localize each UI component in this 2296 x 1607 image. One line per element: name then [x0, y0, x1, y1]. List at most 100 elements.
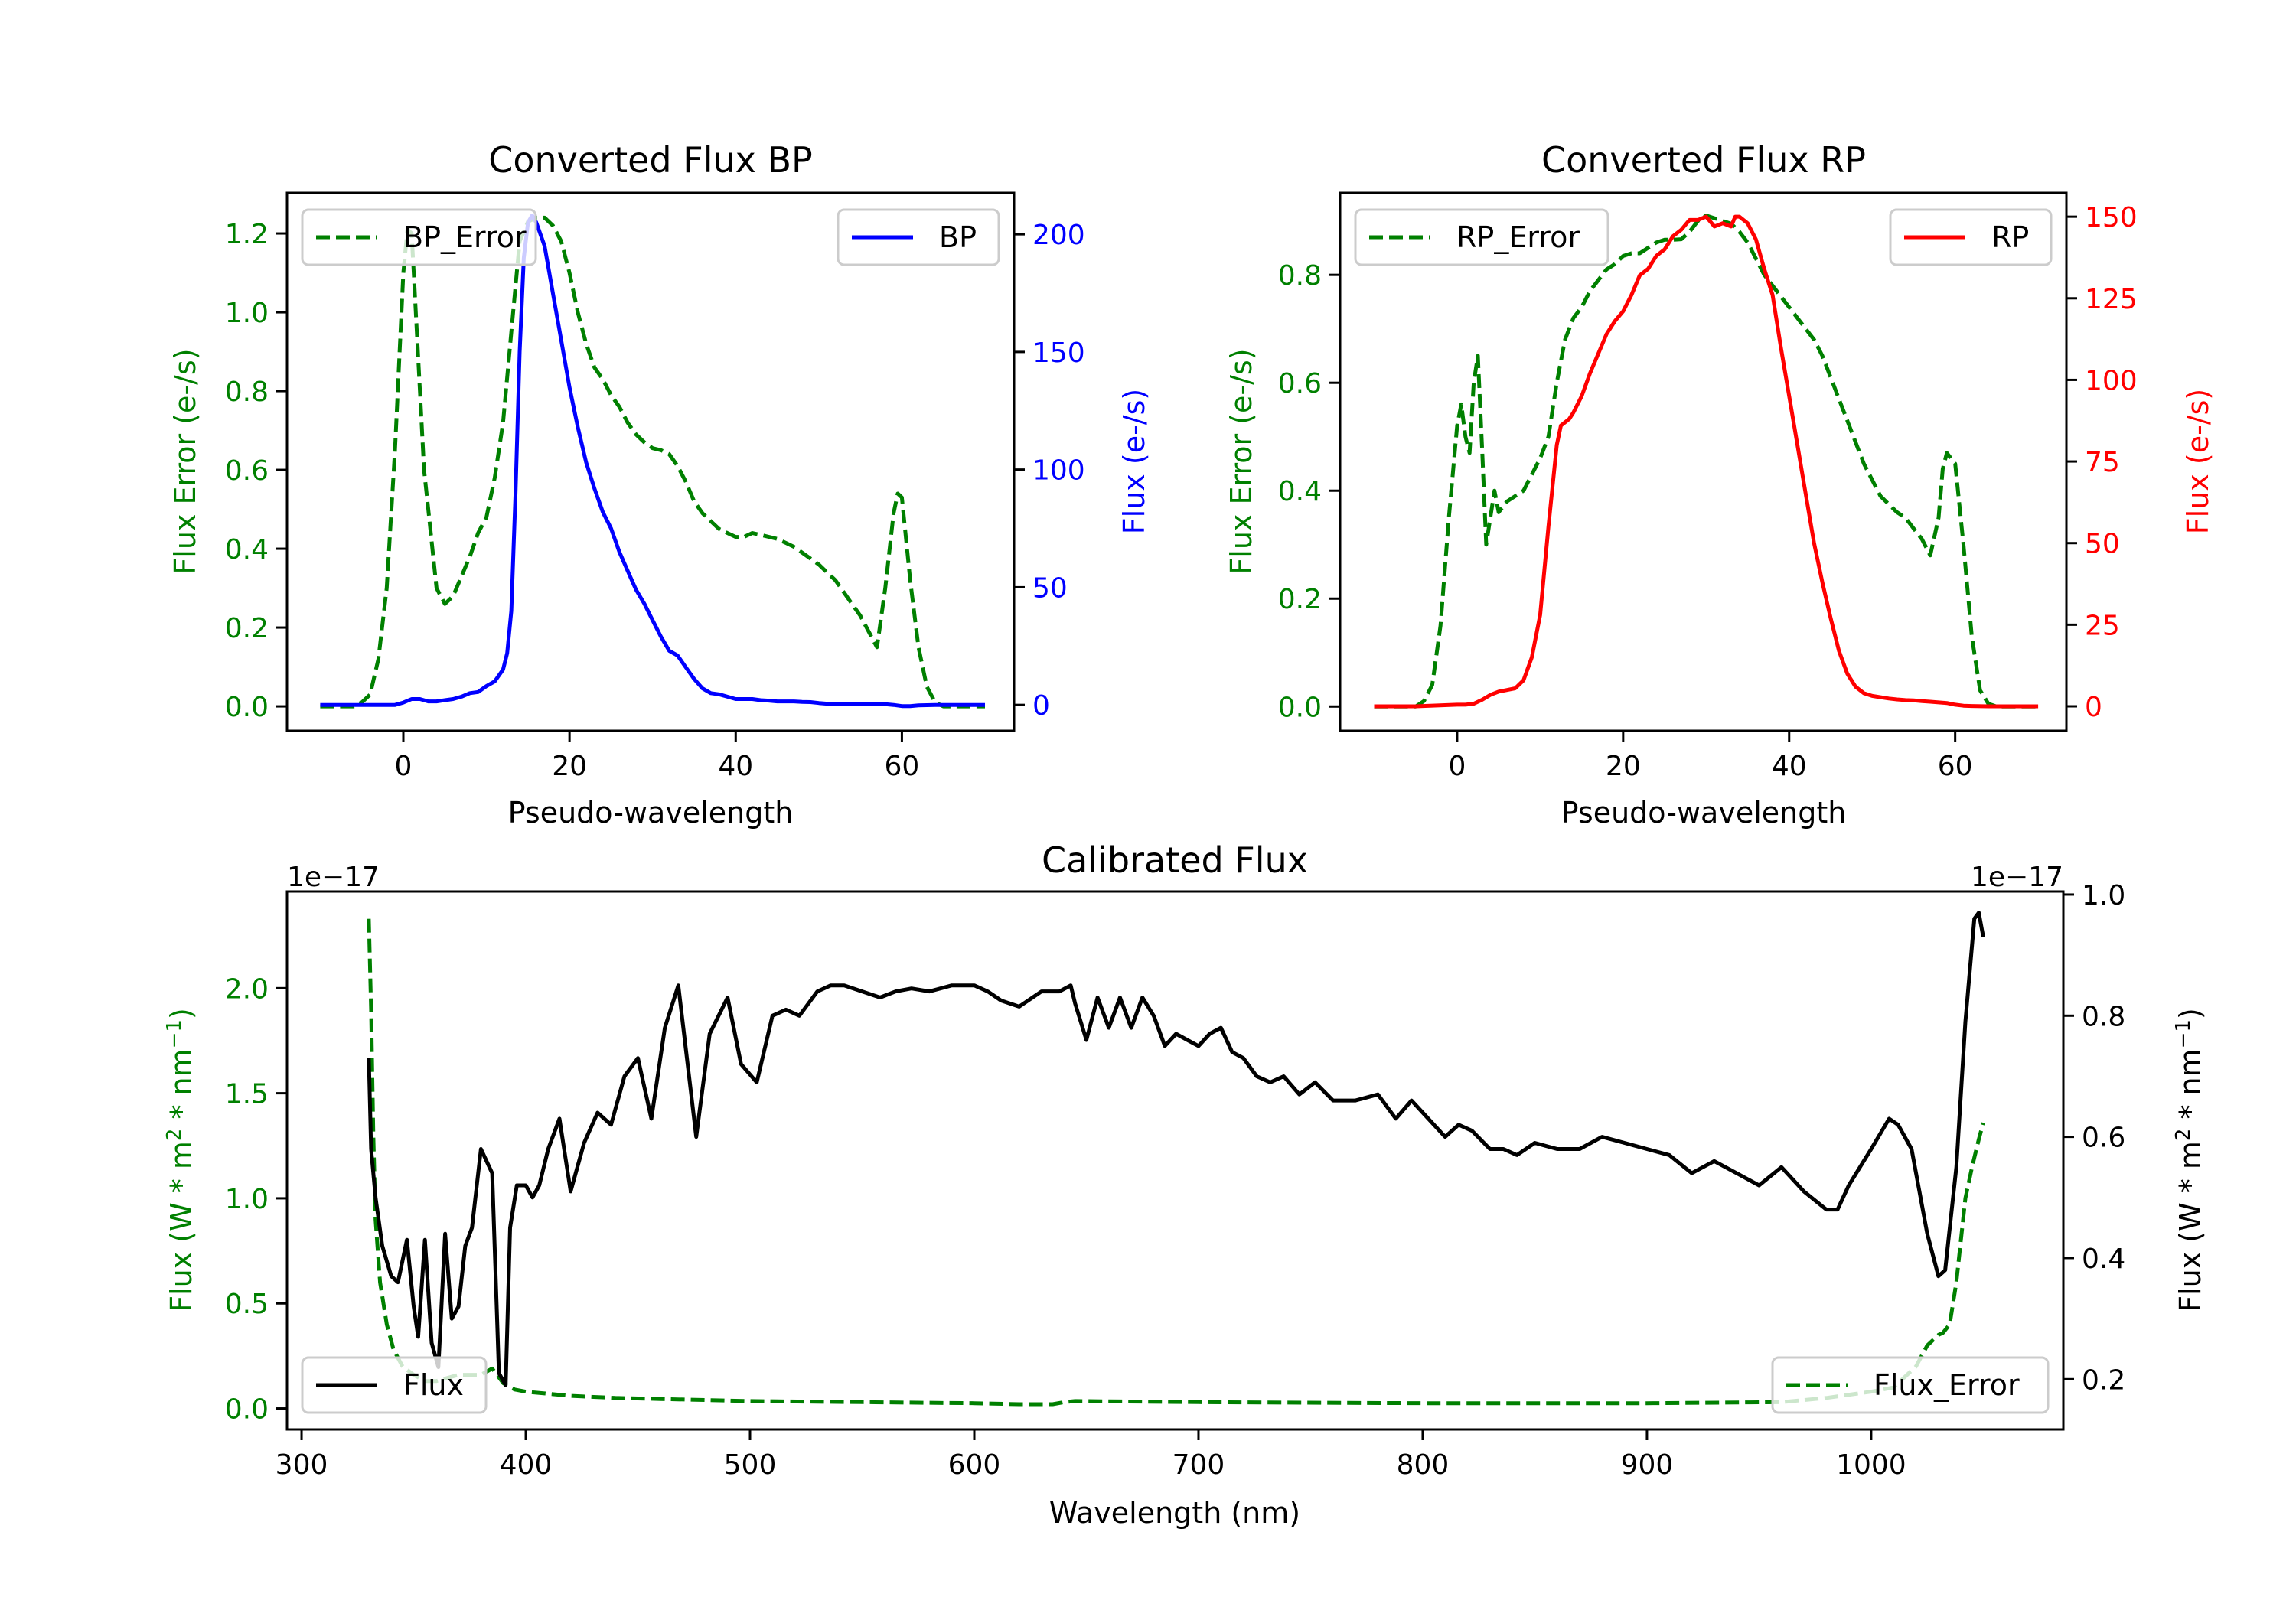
rp-ytick-left-label: 0.6 [1278, 368, 1322, 399]
bp-legend-bp: BP [837, 208, 1000, 266]
rp-ytick-right-label: 75 [2085, 447, 2120, 478]
bp-legend-bp-error: BP_Error [301, 208, 537, 266]
cal-series-flux [367, 911, 1985, 1387]
cal-xtick-label: 300 [276, 1449, 328, 1481]
bp-frame [285, 191, 1016, 732]
bp-ytick-left-label: 1.2 [225, 219, 269, 250]
cal-ytick-left-label: 1.5 [225, 1079, 269, 1110]
cal-ylabel-left: Flux (W * m2 * nm−1) [163, 1008, 198, 1312]
legend-box [1889, 208, 2053, 266]
legend-box [301, 1356, 488, 1414]
bp-ytick-left-label: 1.0 [225, 298, 269, 329]
bp-ytick-left-label: 0.0 [225, 692, 269, 723]
cal-series-flux-error [367, 918, 1985, 1407]
cal-ylabel-right: Flux (W * m2 * nm−1) [2172, 1008, 2207, 1312]
bp-title: Converted Flux BP [488, 139, 813, 181]
cal-ytick-left-label: 0.0 [225, 1394, 269, 1426]
rp-ylabel-left: Flux Error (e-/s) [1225, 348, 1258, 574]
legend-label: RP_Error [1456, 220, 1580, 254]
bp-ytick-left-label: 0.2 [225, 613, 269, 644]
bp-series-bp-error [320, 215, 985, 709]
bp-ytick-left-label: 0.4 [225, 534, 269, 566]
bp-series [320, 214, 985, 709]
rp-title: Converted Flux RP [1541, 139, 1866, 181]
bp-ytick-right-label: 150 [1032, 337, 1085, 369]
rp-xtick-label: 20 [1606, 751, 1641, 782]
bp-ytick-left-label: 0.8 [225, 376, 269, 408]
rp-ylabel-right: Flux (e-/s) [2181, 389, 2215, 534]
rp-xtick-label: 60 [1938, 751, 1973, 782]
rp-ytick-right-label: 25 [2085, 610, 2120, 641]
rp-ytick-right-label: 150 [2085, 202, 2138, 233]
legend-box [301, 208, 537, 266]
cal-ytick-right-label: 1.0 [2082, 880, 2125, 911]
cal-ytick-right-label: 0.4 [2082, 1244, 2125, 1275]
bp-ytick-right-label: 50 [1032, 572, 1068, 604]
bp-ytick-right-label: 0 [1032, 690, 1050, 722]
bp-xtick-label: 20 [552, 751, 587, 782]
bp-panel: Converted Flux BP Pseudo-wavelength Flux… [168, 139, 1151, 830]
cal-xtick-label: 1000 [1836, 1449, 1906, 1481]
bp-ytick-right-label: 100 [1032, 455, 1085, 487]
rp-xlabel: Pseudo-wavelength [1561, 796, 1847, 830]
cal-legend-flux: Flux [301, 1356, 488, 1414]
rp-plot-area: 0 20 40 60 0.0 0.2 0.4 0.6 0.8 0 25 50 75 100 125 150 RP… [1278, 191, 2138, 782]
cal-ytick-right-label: 0.6 [2082, 1123, 2125, 1154]
rp-legend-rp: RP [1889, 208, 2053, 266]
bp-xtick-label: 60 [885, 751, 920, 782]
rp-ytick-right-label: 0 [2085, 692, 2102, 723]
rp-ytick-left-label: 0.8 [1278, 260, 1322, 292]
rp-series [1374, 214, 2039, 709]
cal-offset-right: 1e−17 [1971, 862, 2063, 893]
cal-ytick-right-label: 0.8 [2082, 1001, 2125, 1032]
legend-label: Flux_Error [1874, 1368, 2020, 1402]
bp-ytick-right-label: 200 [1032, 220, 1085, 251]
bp-ylabel-left: Flux Error (e-/s) [168, 348, 202, 574]
rp-xtick-label: 0 [1448, 751, 1466, 782]
cal-xtick-label: 800 [1397, 1449, 1450, 1481]
svg-text:Flux (W * m2 * nm−1): Flux (W * m2 * nm−1) [2172, 1008, 2207, 1312]
legend-label: BP_Error [403, 220, 527, 254]
cal-series [367, 911, 1985, 1407]
bp-plot-area: 0 20 40 60 0.0 0.2 0.4 0.6 0.8 1.0 1.2 0 50 100 150 200… [225, 191, 1085, 782]
cal-xtick-label: 500 [724, 1449, 777, 1481]
cal-title: Calibrated Flux [1042, 839, 1308, 881]
cal-plot-area: 300 400 500 600 700 800 900 1000 0.0 0.5 1.0 1.5 2.0… [225, 880, 2126, 1481]
legend-label: BP [939, 220, 977, 254]
bp-ytick-left-label: 0.6 [225, 455, 269, 487]
legend-box [1354, 208, 1609, 266]
legend-label: RP [1991, 220, 2029, 254]
rp-series-rp-error [1374, 214, 2039, 709]
cal-xlabel: Wavelength (nm) [1049, 1496, 1300, 1530]
cal-xtick-label: 400 [500, 1449, 553, 1481]
cal-offset-left: 1e−17 [287, 862, 380, 893]
cal-ytick-left-label: 1.0 [225, 1184, 269, 1215]
cal-panel: Calibrated Flux Wavelength (nm) 1e−17 1e… [163, 839, 2207, 1530]
cal-xtick-label: 900 [1621, 1449, 1674, 1481]
bp-xlabel: Pseudo-wavelength [508, 796, 794, 830]
legend-box [1771, 1356, 2050, 1414]
bp-series-bp [320, 214, 985, 709]
cal-xtick-label: 700 [1172, 1449, 1225, 1481]
cal-xtick-label: 600 [948, 1449, 1001, 1481]
rp-ytick-left-label: 0.4 [1278, 476, 1322, 507]
cal-frame [285, 890, 2065, 1431]
legend-box [837, 208, 1000, 266]
rp-xtick-label: 40 [1772, 751, 1807, 782]
cal-ytick-left-label: 0.5 [225, 1289, 269, 1320]
rp-ytick-right-label: 125 [2085, 284, 2138, 315]
legend-label: Flux [403, 1368, 464, 1402]
cal-ytick-right-label: 0.2 [2082, 1364, 2125, 1396]
cal-legend-flux-error: Flux_Error [1771, 1356, 2050, 1414]
bp-xtick-label: 0 [395, 751, 413, 782]
bp-ylabel-right: Flux (e-/s) [1117, 389, 1151, 534]
bp-xtick-label: 40 [718, 751, 753, 782]
rp-series-rp [1374, 214, 2039, 709]
rp-legend-rp-error: RP_Error [1354, 208, 1609, 266]
rp-frame [1339, 191, 2068, 732]
rp-ytick-left-label: 0.0 [1278, 692, 1322, 723]
cal-ytick-left-label: 2.0 [225, 973, 269, 1005]
rp-ytick-right-label: 50 [2085, 529, 2120, 560]
rp-panel: Converted Flux RP Pseudo-wavelength Flux… [1225, 139, 2215, 830]
